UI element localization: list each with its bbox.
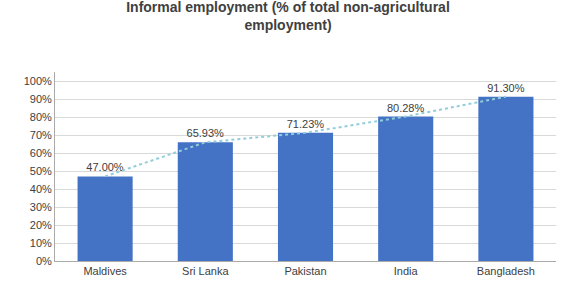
svg-text:80%: 80% (30, 111, 52, 123)
svg-text:47.00%: 47.00% (86, 161, 124, 173)
svg-text:90%: 90% (30, 93, 52, 105)
svg-text:30%: 30% (30, 201, 52, 213)
svg-text:80.28%: 80.28% (387, 102, 425, 114)
svg-text:20%: 20% (30, 219, 52, 231)
svg-text:60%: 60% (30, 147, 52, 159)
svg-text:Maldives: Maldives (83, 265, 127, 277)
svg-text:10%: 10% (30, 237, 52, 249)
svg-text:Bangladesh: Bangladesh (477, 265, 535, 277)
svg-text:71.23%: 71.23% (287, 118, 325, 130)
svg-text:65.93%: 65.93% (187, 127, 225, 139)
svg-text:Sri Lanka: Sri Lanka (182, 265, 229, 277)
svg-text:70%: 70% (30, 129, 52, 141)
svg-text:Informal employment (% of tota: Informal employment (% of total non-agri… (126, 0, 450, 33)
svg-text:40%: 40% (30, 183, 52, 195)
svg-text:0%: 0% (36, 255, 52, 267)
svg-text:Pakistan: Pakistan (284, 265, 326, 277)
svg-text:91.30%: 91.30% (487, 82, 525, 94)
svg-text:50%: 50% (30, 165, 52, 177)
svg-text:India: India (394, 265, 419, 277)
svg-text:100%: 100% (24, 75, 52, 87)
